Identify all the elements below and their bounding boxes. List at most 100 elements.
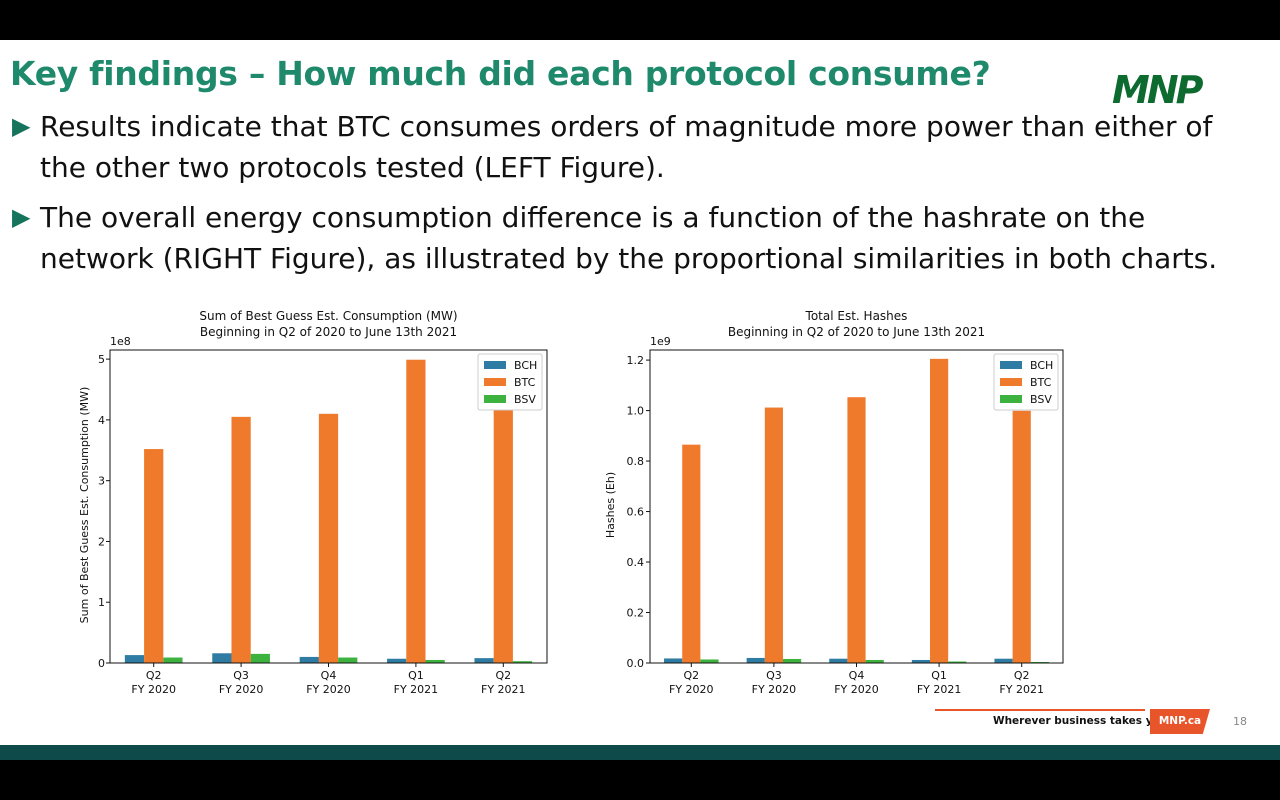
slide-title: Key findings – How much did each protoco…: [10, 54, 991, 93]
bar-bsv: [865, 659, 884, 663]
x-tick-label: FY 2021: [394, 683, 439, 696]
bar-bch: [664, 658, 683, 663]
bar-bch: [212, 653, 232, 663]
bar-bsv: [338, 657, 358, 663]
bar-btc: [682, 444, 701, 663]
bar-btc: [930, 358, 949, 663]
y-tick-label: 0.4: [627, 556, 645, 569]
bar-bsv: [425, 659, 445, 663]
bar-bch: [746, 657, 765, 663]
x-tick-label: FY 2020: [752, 683, 797, 696]
footer-rule: [935, 709, 1145, 711]
bar-bch: [911, 659, 931, 663]
x-tick-label: Q4: [321, 669, 337, 682]
x-tick-label: Q2: [683, 669, 699, 682]
axis-offset-label: 1e9: [650, 335, 671, 348]
y-tick-label: 0.0: [627, 657, 645, 670]
y-tick-label: 5: [98, 353, 105, 366]
y-axis-label: Hashes (Eh): [604, 472, 617, 538]
legend-label: BCH: [1030, 359, 1053, 372]
plot-frame: [109, 349, 548, 664]
bullet-1: ▶ Results indicate that BTC consumes ord…: [12, 106, 1227, 188]
bar-bsv: [948, 661, 967, 663]
bar-bch: [994, 658, 1013, 663]
legend-label: BTC: [514, 376, 536, 389]
y-tick-label: 1: [98, 596, 105, 609]
footer-tagline: Wherever business takes you: [993, 715, 1168, 727]
x-tick-label: FY 2020: [219, 683, 264, 696]
x-tick-label: FY 2021: [481, 683, 526, 696]
y-tick-label: 0: [98, 657, 105, 670]
bar-btc: [231, 416, 251, 663]
bullet-text: The overall energy consumption differenc…: [40, 201, 1218, 275]
y-tick-label: 0.6: [627, 506, 645, 519]
x-tick-label: FY 2020: [669, 683, 714, 696]
page-number: 18: [1233, 715, 1247, 728]
axis-offset-label: 1e8: [110, 335, 131, 348]
x-tick-label: Q3: [766, 669, 782, 682]
x-tick-label: Q2: [146, 669, 162, 682]
bar-btc: [847, 397, 866, 663]
x-tick-label: Q1: [408, 669, 424, 682]
legend-swatch-bsv: [484, 395, 506, 403]
legend-label: BTC: [1030, 376, 1052, 389]
x-tick-label: FY 2020: [131, 683, 176, 696]
x-tick-label: Q4: [849, 669, 865, 682]
bar-bsv: [250, 653, 270, 663]
chart-subtitle: Beginning in Q2 of 2020 to June 13th 202…: [728, 325, 985, 339]
x-tick-label: FY 2020: [306, 683, 351, 696]
legend-swatch-bch: [484, 361, 506, 369]
bar-bch: [387, 658, 407, 663]
y-tick-label: 0.8: [627, 455, 645, 468]
y-tick-label: 2: [98, 535, 105, 548]
bullet-arrow-icon: ▶: [12, 203, 31, 231]
bar-btc: [493, 408, 513, 663]
bar-btc: [764, 407, 783, 663]
x-tick-label: Q1: [931, 669, 947, 682]
x-tick-label: FY 2021: [917, 683, 962, 696]
bar-bsv: [700, 659, 719, 663]
legend-label: BCH: [514, 359, 537, 372]
y-axis-label: Sum of Best Guess Est. Consumption (MW): [78, 387, 91, 624]
mnp-logo: MNP: [1112, 68, 1203, 112]
chart-hashes-svg: Total Est. Hashes Beginning in Q2 of 2020…: [604, 309, 1064, 696]
bar-btc: [1012, 410, 1031, 663]
chart-consumption: Sum of Best Guess Est. Consumption (MW) B…: [60, 305, 580, 705]
legend-label: BSV: [1030, 393, 1052, 406]
y-tick-label: 0.2: [627, 607, 645, 620]
plot-frame: [649, 349, 1064, 664]
x-tick-label: Q2: [495, 669, 511, 682]
y-tick-label: 3: [98, 475, 105, 488]
x-tick-label: FY 2020: [834, 683, 879, 696]
chart-subtitle: Beginning in Q2 of 2020 to June 13th 202…: [200, 325, 457, 339]
legend-swatch-btc: [1000, 378, 1022, 386]
legend-label: BSV: [514, 393, 536, 406]
bullet-arrow-icon: ▶: [12, 112, 31, 140]
y-tick-label: 4: [98, 414, 105, 427]
slide: Key findings – How much did each protoco…: [0, 40, 1280, 745]
chart-hashes: Total Est. Hashes Beginning in Q2 of 2020…: [590, 305, 1110, 705]
chart-title: Sum of Best Guess Est. Consumption (MW): [199, 309, 457, 323]
legend-swatch-btc: [484, 378, 506, 386]
bar-bsv: [512, 661, 533, 663]
bar-bch: [299, 656, 319, 663]
y-tick-label: 1.0: [627, 405, 645, 418]
bar-bch: [124, 655, 145, 663]
chart-title: Total Est. Hashes: [805, 309, 908, 323]
bullet-text: Results indicate that BTC consumes order…: [40, 110, 1213, 184]
bar-bch: [474, 658, 494, 663]
bar-bsv: [1030, 661, 1049, 663]
legend-swatch-bsv: [1000, 395, 1022, 403]
bar-btc: [318, 413, 339, 663]
x-tick-label: FY 2021: [999, 683, 1044, 696]
bar-btc: [406, 359, 426, 663]
chart-consumption-svg: Sum of Best Guess Est. Consumption (MW) B…: [78, 309, 548, 696]
y-tick-label: 1.2: [627, 354, 645, 367]
footer-website-link[interactable]: MNP.ca: [1150, 709, 1210, 734]
bar-btc: [144, 449, 164, 663]
bullet-2: ▶ The overall energy consumption differe…: [12, 197, 1227, 279]
x-tick-label: Q2: [1014, 669, 1030, 682]
x-tick-label: Q3: [233, 669, 249, 682]
bar-bch: [829, 658, 848, 663]
legend-swatch-bch: [1000, 361, 1022, 369]
